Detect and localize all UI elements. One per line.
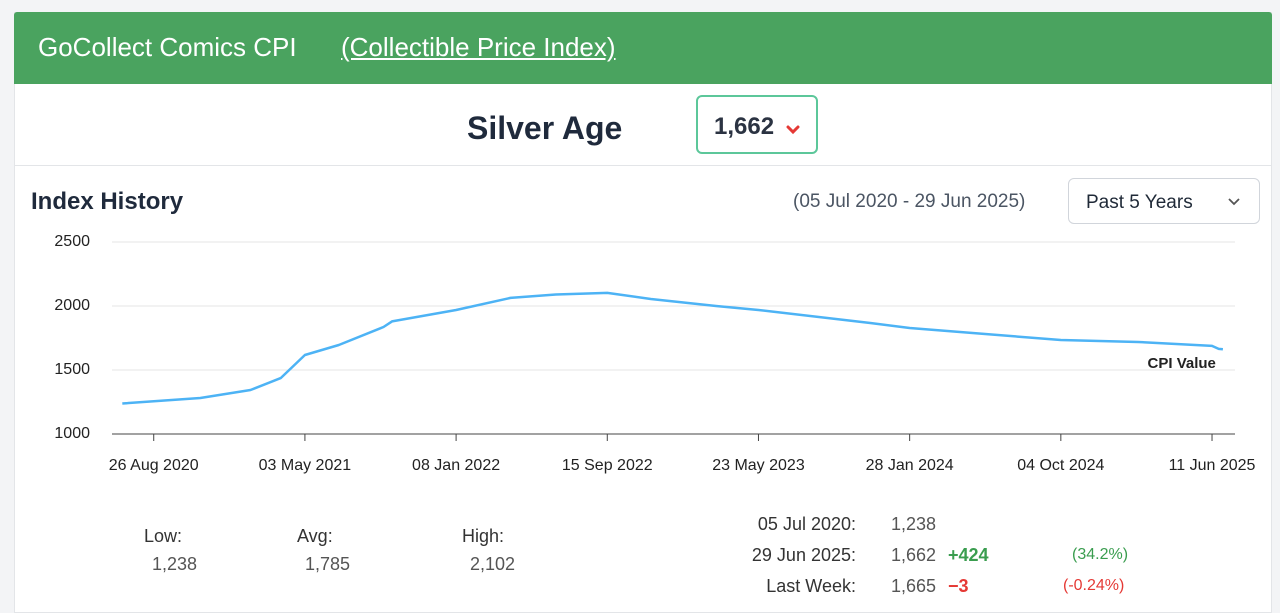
stat-label: Low: [144,526,183,546]
change-value: 1,238 [891,514,937,534]
x-tick-label: 11 Jun 2025 [1169,457,1256,474]
header-bar: GoCollect Comics CPI (Collectible Price … [14,12,1272,84]
series-label: CPI Value [1148,355,1216,372]
x-tick-label: 03 May 2021 [259,457,352,474]
range-dropdown[interactable]: Past 5 Years [1068,178,1260,224]
x-tick-label: 08 Jan 2022 [412,457,500,474]
x-tick-label: 04 Oct 2024 [1017,457,1104,474]
stat-value: 1,785 [305,554,351,574]
header-title: GoCollect Comics CPI [38,32,297,62]
header-link[interactable]: (Collectible Price Index) [341,32,616,62]
chevron [1228,198,1240,206]
stat-value: 2,102 [470,554,516,574]
dropdown-text: Past 5 Years [1086,192,1193,213]
stat-label: Avg: [297,526,333,546]
change-delta: −3 [948,576,969,596]
change-value: 1,662 [891,545,937,565]
stat-label: High: [462,526,505,546]
y-tick-label: 2500 [54,233,90,250]
y-tick-label: 1000 [54,425,90,442]
current-value: 1,662 [714,113,775,140]
y-tick-label: 2000 [54,297,90,314]
change-percent: (-0.24%) [1063,577,1125,594]
x-tick-label: 23 May 2023 [712,457,805,474]
x-tick-label: 28 Jan 2024 [866,457,954,474]
card [14,12,1272,613]
change-label: 29 Jun 2025: [751,545,856,565]
change-label: 05 Jul 2020: [757,514,856,534]
date-range: (05 Jul 2020 - 29 Jun 2025) [793,191,1026,212]
stat-value: 1,238 [152,554,198,574]
x-tick-label: 15 Sep 2022 [562,457,653,474]
change-percent: (34.2%) [1072,546,1129,563]
separator [14,165,1272,166]
section-title: Index History [31,188,184,215]
y-tick-label: 1500 [54,361,90,378]
category: Silver Age [467,110,623,146]
down-arrow [786,125,800,135]
x-tick-label: 26 Aug 2020 [109,457,199,474]
change-value: 1,665 [891,576,937,596]
value-box: 1,662 [696,95,818,154]
cpi-line [122,291,1224,405]
change-label: Last Week: [766,576,856,596]
change-delta: +424 [948,545,989,565]
